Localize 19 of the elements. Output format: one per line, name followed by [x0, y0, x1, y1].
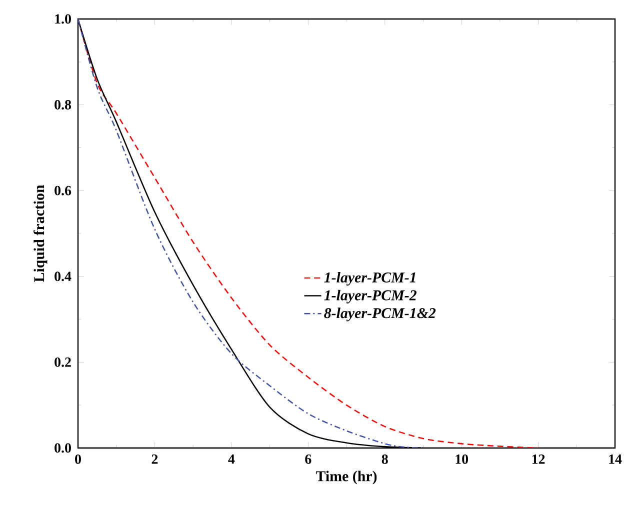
y-tick-label: 1.0	[55, 14, 71, 24]
x-tick-label: 4	[228, 454, 235, 464]
x-tick-label: 10	[456, 454, 468, 464]
y-tick-label: 0.6	[54, 186, 72, 196]
legend-label: 8-layer-PCM-1&2	[324, 308, 436, 322]
y-tick-label: 0.4	[54, 272, 72, 282]
y-tick-label: 0.0	[54, 443, 71, 453]
legend-label: 1-layer-PCM-2	[324, 290, 416, 304]
x-axis-title: Time (hr)	[316, 470, 377, 484]
x-tick-label: 2	[152, 454, 158, 464]
y-tick-label: 0.2	[54, 357, 71, 367]
x-tick-label: 8	[382, 454, 388, 464]
legend-label: 1-layer-PCM-1	[324, 272, 416, 286]
x-tick-label: 14	[609, 454, 622, 464]
y-tick-label: 0.8	[54, 100, 72, 110]
x-tick-label: 0	[75, 454, 81, 464]
x-tick-label: 6	[305, 454, 312, 464]
x-tick-label: 12	[532, 454, 545, 464]
y-axis-title: Liquid fraction	[34, 184, 48, 282]
